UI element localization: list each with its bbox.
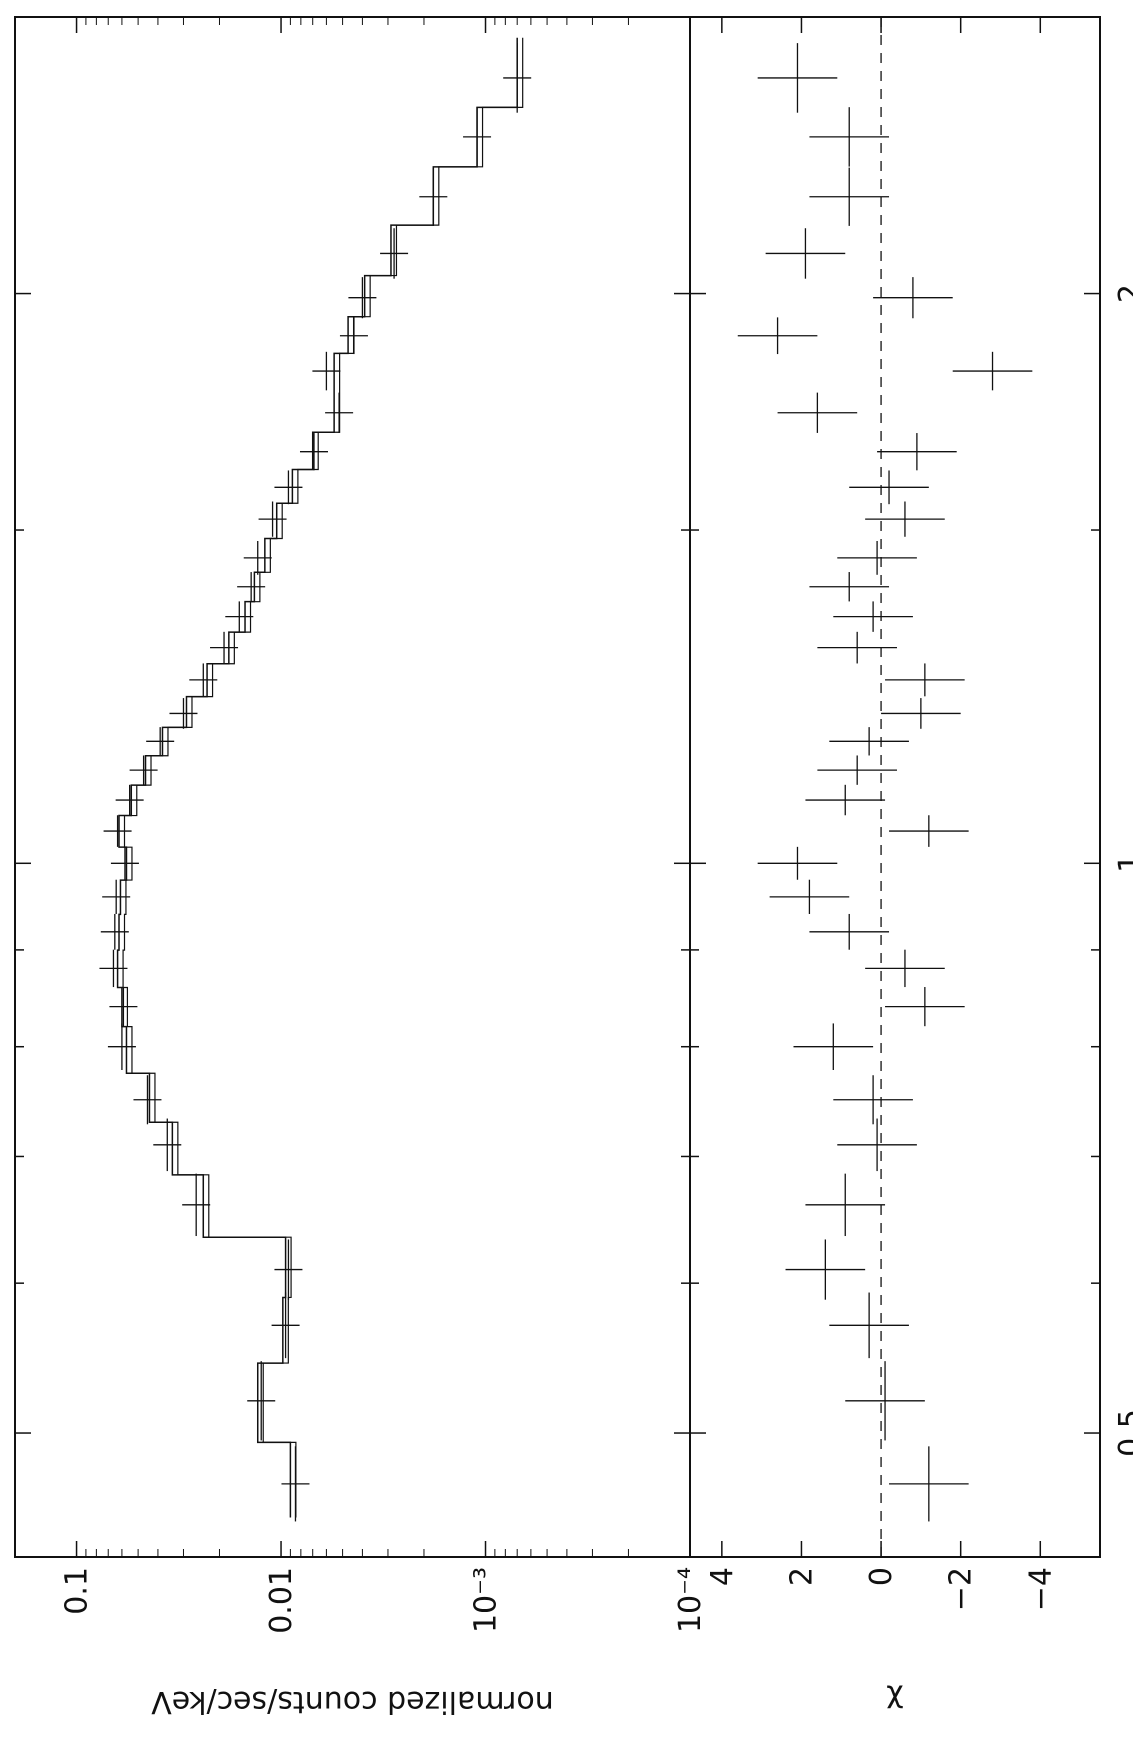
x-tick-label: 1: [1113, 854, 1133, 873]
y-tick-label-bottom: 4: [705, 1567, 740, 1586]
y-tick-label-bottom: 2: [784, 1567, 819, 1586]
model-curve: [116, 37, 518, 1518]
y-tick-label-top: 0.01: [264, 1567, 299, 1634]
y-tick-label-top: 10⁻⁴: [673, 1567, 708, 1633]
y-tick-label-top: 10⁻³: [469, 1567, 504, 1633]
y-tick-label-bottom: −4: [1023, 1567, 1058, 1611]
y-tick-label-top: 0.1: [60, 1567, 95, 1615]
x-tick-label: 0.5: [1113, 1409, 1133, 1457]
y-axis-title-bottom: χ: [886, 1684, 903, 1719]
rotated-plot-group: 0.5 1 2 0.1 0.01 10⁻³ 10⁻⁴4 2 0 −2 −4 normalized co…: [14, 16, 1133, 1719]
top-panel-frame: [14, 16, 691, 1558]
x-tick-label: 2: [1113, 284, 1133, 303]
y-axis-title-top: normalized counts/sec/keV: [151, 1684, 554, 1719]
y-tick-label-bottom: −2: [944, 1567, 979, 1611]
bottom-panel-frame: [689, 16, 1101, 1558]
y-tick-label-bottom: 0: [864, 1567, 899, 1586]
model-curve-lower: [122, 37, 524, 1518]
